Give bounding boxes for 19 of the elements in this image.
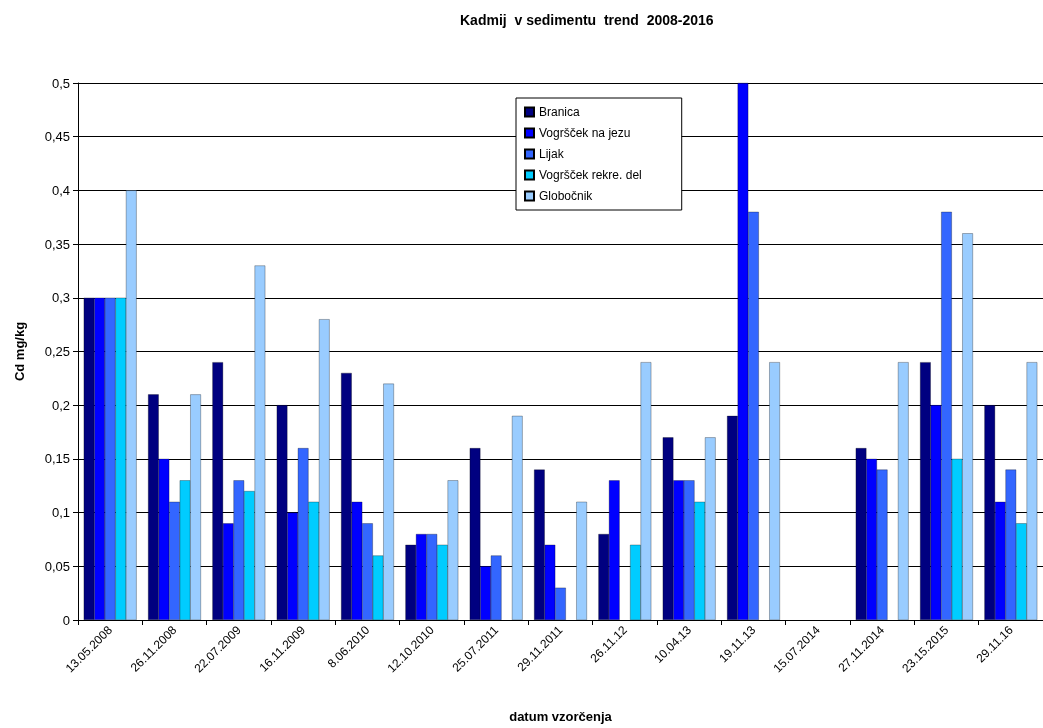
x-axis-title: datum vzorčenja [509,709,613,724]
y-tick-label: 0,1 [51,505,70,521]
y-tick-label: 0 [62,612,70,628]
y-tick-label: 0,45 [44,129,70,145]
legend-label: Vogršček rekre. del [539,168,642,182]
y-tick-label: 0,35 [44,236,70,252]
legend-label: Globočnik [539,189,594,203]
y-axis-title: Cd mg/kg [12,321,27,382]
y-tick-label: 0,4 [51,182,70,198]
y-tick-label: 0,5 [51,75,70,91]
legend-label: Lijak [539,147,565,161]
chart-title: Kadmij v sedimentu trend 2008-2016 [460,12,714,28]
y-tick-label: 0,25 [44,344,70,359]
y-tick-label: 0,05 [44,558,70,574]
legend-label: Branica [539,105,581,119]
legend-label: Vogršček na jezu [539,126,631,140]
y-tick-label: 0,3 [51,290,70,306]
y-tick-label: 0,2 [51,397,70,413]
y-tick-label: 0,15 [44,451,70,467]
